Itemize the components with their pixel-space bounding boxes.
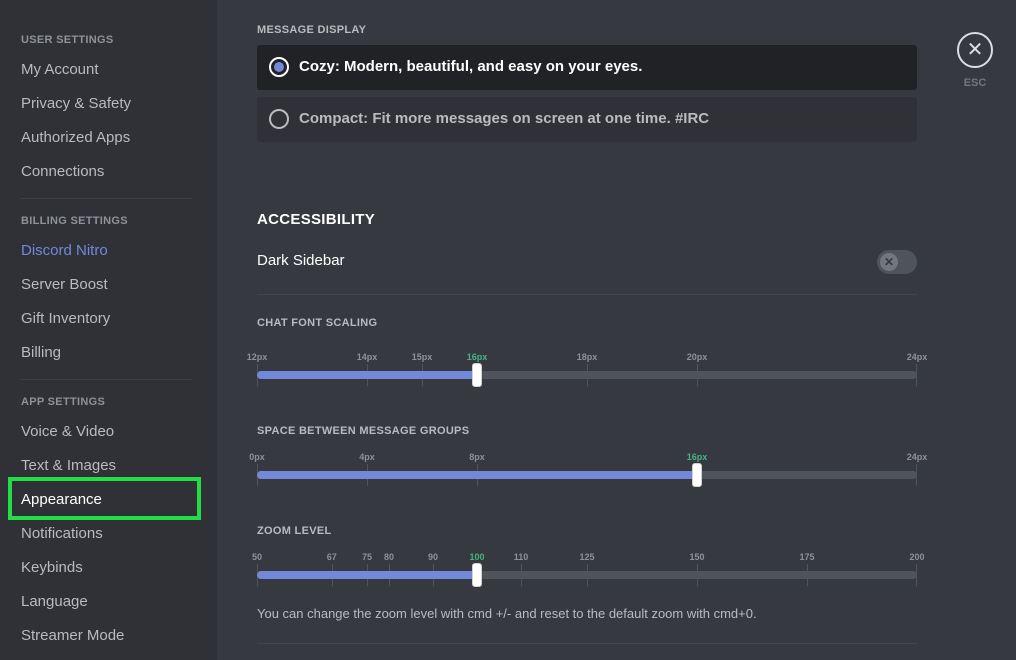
zoom-level-slider[interactable]: 50 67 75 80 90 100 110 125 150 175 200 (252, 552, 925, 592)
slider-tick-mark (916, 564, 917, 586)
sidebar-item-gift-inventory[interactable]: Gift Inventory (21, 310, 111, 327)
sidebar-item-notifications[interactable]: Notifications (21, 525, 103, 542)
slider-tick-label: 110 (513, 552, 529, 562)
slider-tick-label: 16px (686, 452, 708, 462)
slider-tick-label: 4px (359, 452, 375, 462)
slider-tick-label: 18px (576, 352, 598, 362)
sidebar-item-server-boost[interactable]: Server Boost (21, 276, 108, 293)
slider-tick-label: 14px (356, 352, 378, 362)
slider-tick-mark (587, 364, 588, 386)
sidebar-item-voice-video[interactable]: Voice & Video (21, 423, 115, 440)
sidebar-item-connections[interactable]: Connections (21, 163, 105, 180)
sidebar-divider (20, 379, 192, 380)
slider-tick-label: 24px (906, 452, 928, 462)
zoom-help-text: You can change the zoom level with cmd +… (257, 606, 757, 621)
x-icon: ✕ (880, 253, 898, 271)
message-display-label: MESSAGE DISPLAY (257, 24, 367, 36)
slider-tick-label: 150 (689, 552, 705, 562)
esc-label: ESC (963, 77, 987, 89)
slider-tick-label: 75 (361, 552, 373, 562)
selection-highlight-box (8, 477, 201, 520)
chat-font-scaling-label: CHAT FONT SCALING (257, 317, 378, 329)
slider-fill (257, 571, 477, 579)
slider-tick-label: 0px (249, 452, 265, 462)
slider-fill (257, 471, 697, 479)
slider-tick-label: 200 (909, 552, 925, 562)
radio-option-compact-label: Compact: Fit more messages on screen at … (299, 110, 710, 127)
radio-option-cozy-label: Cozy: Modern, beautiful, and easy on you… (299, 58, 643, 75)
sidebar-item-billing[interactable]: Billing (21, 344, 62, 361)
slider-tick-mark (807, 564, 808, 586)
sidebar-item-discord-nitro[interactable]: Discord Nitro (21, 242, 108, 259)
section-header-billing-settings: BILLING SETTINGS (21, 215, 128, 227)
slider-tick-mark (916, 364, 917, 386)
slider-thumb[interactable] (692, 463, 702, 487)
slider-tick-mark (916, 464, 917, 486)
slider-tick-label: 15px (411, 352, 433, 362)
dark-sidebar-label: Dark Sidebar (257, 252, 345, 269)
slider-tick-mark (697, 564, 698, 586)
slider-tick-label: 24px (906, 352, 928, 362)
sidebar-item-my-account[interactable]: My Account (21, 61, 99, 78)
slider-thumb[interactable] (472, 363, 482, 387)
slider-tick-label: 12px (246, 352, 268, 362)
space-between-groups-label: SPACE BETWEEN MESSAGE GROUPS (257, 425, 470, 437)
slider-tick-mark (697, 364, 698, 386)
radio-option-cozy[interactable]: Cozy: Modern, beautiful, and easy on you… (257, 45, 917, 90)
radio-option-compact[interactable]: Compact: Fit more messages on screen at … (257, 97, 917, 142)
slider-tick-mark (587, 564, 588, 586)
slider-tick-label: 80 (383, 552, 395, 562)
space-between-groups-slider[interactable]: 0px 4px 8px 16px 24px (249, 452, 927, 492)
sidebar-item-language[interactable]: Language (21, 593, 88, 610)
sidebar-item-keybinds[interactable]: Keybinds (21, 559, 83, 576)
accessibility-heading: ACCESSIBILITY (257, 211, 376, 228)
slider-tick-label: 100 (469, 552, 485, 562)
slider-tick-label: 20px (686, 352, 708, 362)
close-icon[interactable]: ✕ (957, 32, 993, 68)
slider-tick-label: 125 (579, 552, 595, 562)
section-divider (257, 643, 917, 644)
zoom-level-label: ZOOM LEVEL (257, 525, 332, 537)
slider-tick-label: 16px (466, 352, 488, 362)
chat-font-slider[interactable]: 12px 14px 15px 16px 18px 20px 24px (247, 352, 927, 392)
dark-sidebar-toggle[interactable]: ✕ (877, 250, 917, 274)
sidebar-item-privacy-safety[interactable]: Privacy & Safety (21, 95, 132, 112)
slider-tick-label: 90 (427, 552, 439, 562)
slider-tick-label: 8px (469, 452, 485, 462)
slider-tick-label: 50 (251, 552, 263, 562)
radio-unselected-icon[interactable] (269, 109, 289, 129)
radio-selected-icon[interactable] (269, 57, 289, 77)
sidebar-item-streamer-mode[interactable]: Streamer Mode (21, 627, 125, 644)
section-header-app-settings: APP SETTINGS (21, 396, 106, 408)
section-divider (257, 294, 917, 295)
sidebar-item-appearance[interactable]: Appearance (21, 491, 102, 508)
settings-sidebar: USER SETTINGS My Account Privacy & Safet… (0, 0, 217, 660)
sidebar-item-text-images[interactable]: Text & Images (21, 457, 117, 474)
section-header-user-settings: USER SETTINGS (21, 34, 114, 46)
slider-tick-label: 175 (799, 552, 815, 562)
sidebar-divider (20, 198, 192, 199)
slider-tick-label: 67 (326, 552, 337, 562)
slider-thumb[interactable] (472, 563, 482, 587)
slider-fill (257, 371, 477, 379)
sidebar-item-authorized-apps[interactable]: Authorized Apps (21, 129, 131, 146)
slider-tick-mark (521, 564, 522, 586)
